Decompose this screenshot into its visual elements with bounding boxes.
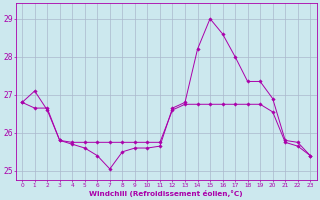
X-axis label: Windchill (Refroidissement éolien,°C): Windchill (Refroidissement éolien,°C) [89,190,243,197]
